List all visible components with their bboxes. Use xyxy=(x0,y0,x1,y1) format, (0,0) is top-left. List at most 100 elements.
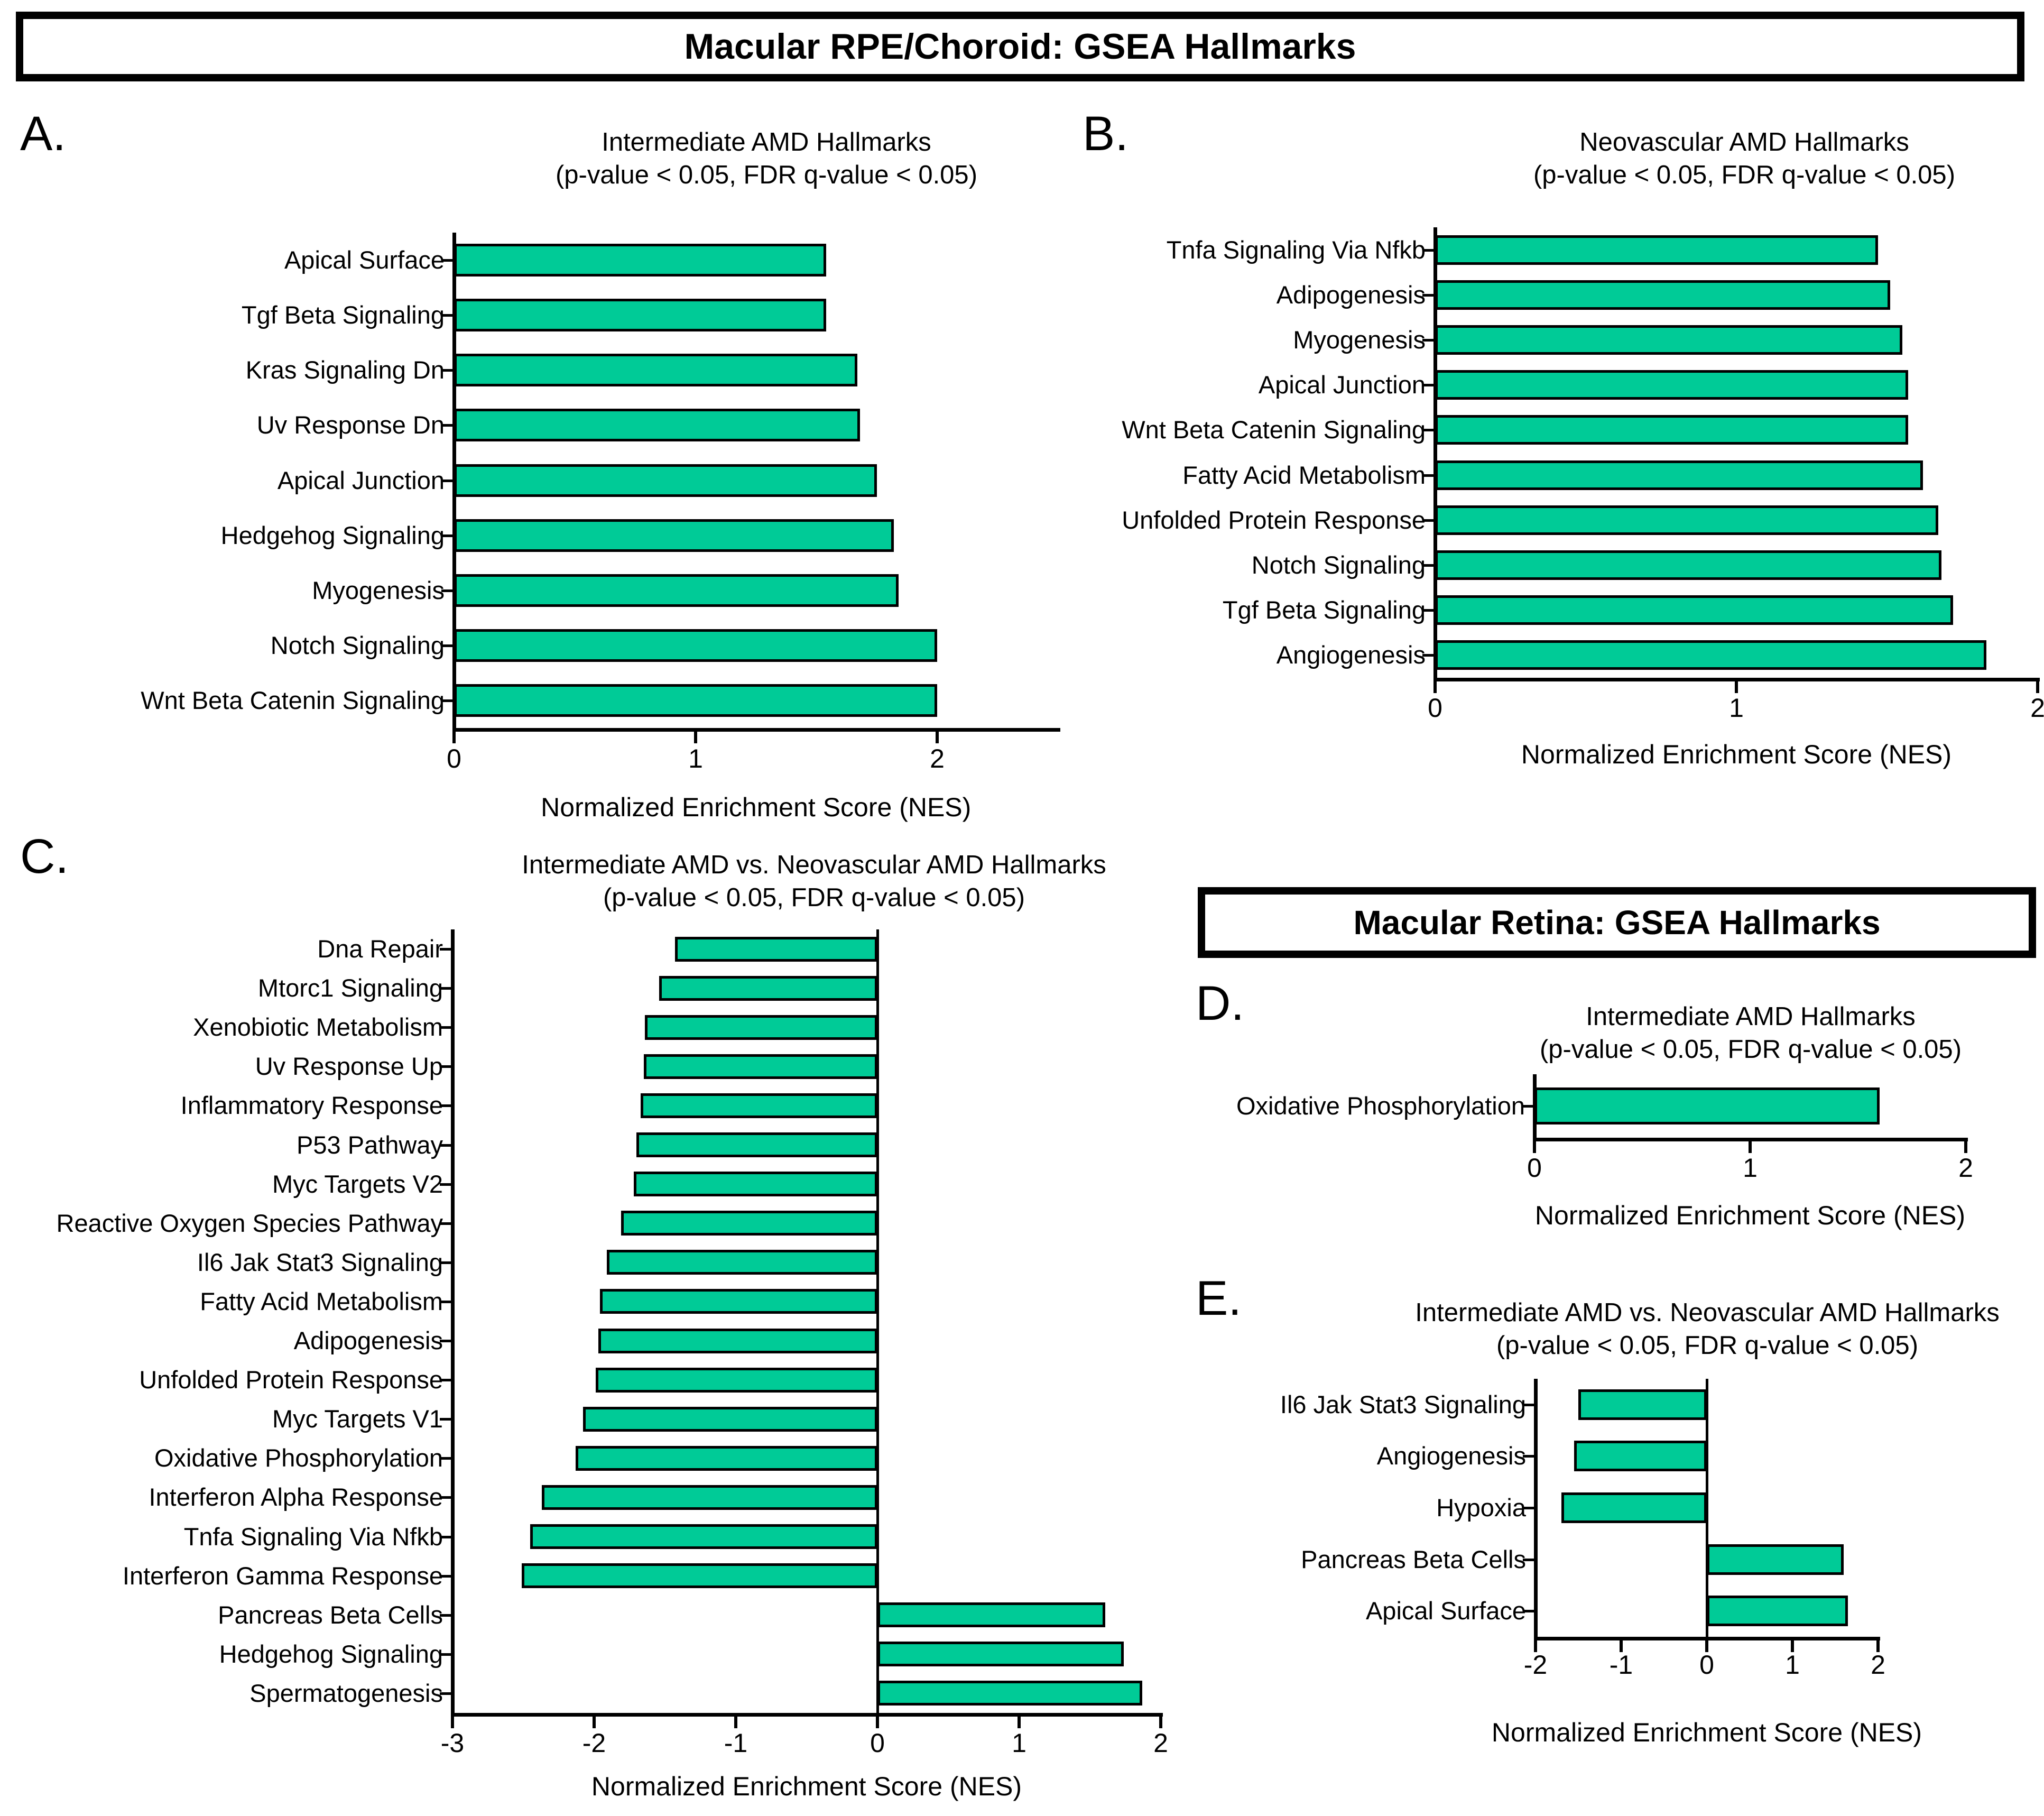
category-label: Oxidative Phosphorylation xyxy=(154,1444,443,1472)
category-label: Angiogenesis xyxy=(1276,641,1426,669)
category-label: Kras Signaling Dn xyxy=(245,356,445,384)
category-label: Xenobiotic Metabolism xyxy=(193,1013,443,1041)
x-axis xyxy=(452,728,1060,732)
category-tick xyxy=(440,1144,452,1147)
bar xyxy=(541,1485,877,1510)
category-tick xyxy=(441,314,454,317)
category-label: Mtorc1 Signaling xyxy=(257,974,443,1002)
bar xyxy=(634,1172,877,1197)
x-tick xyxy=(876,1717,879,1728)
bar xyxy=(645,1015,877,1040)
x-axis-title: Normalized Enrichment Score (NES) xyxy=(591,1772,1022,1801)
category-label: P53 Pathway xyxy=(297,1130,443,1159)
category-label: Tgf Beta Signaling xyxy=(241,301,445,329)
bar xyxy=(641,1093,877,1118)
category-tick xyxy=(440,1457,452,1460)
bar xyxy=(598,1328,877,1353)
chart-title-line1: Intermediate AMD Hallmarks xyxy=(602,128,931,156)
y-axis xyxy=(1433,227,1437,681)
bar xyxy=(1435,415,1908,445)
category-tick xyxy=(440,1535,452,1538)
category-tick xyxy=(440,1340,452,1343)
x-axis-title: Normalized Enrichment Score (NES) xyxy=(1521,740,1952,769)
category-label: Apical Surface xyxy=(284,246,445,274)
bar xyxy=(1578,1389,1707,1420)
category-tick xyxy=(441,259,454,262)
x-tick-label: 0 xyxy=(1699,1650,1714,1680)
category-label: Pancreas Beta Cells xyxy=(1301,1545,1526,1573)
category-tick xyxy=(1523,1558,1536,1561)
category-label: Uv Response Up xyxy=(255,1052,443,1081)
category-label: Hedgehog Signaling xyxy=(220,521,445,549)
category-tick xyxy=(441,369,454,372)
category-label: Notch Signaling xyxy=(1251,551,1426,579)
x-tick-label: 2 xyxy=(1153,1728,1168,1758)
x-tick-label: -1 xyxy=(1609,1650,1633,1680)
category-tick xyxy=(440,1104,452,1108)
x-tick-label: 2 xyxy=(1958,1153,1973,1183)
x-tick xyxy=(1735,681,1738,693)
x-tick-label: 0 xyxy=(1428,693,1442,723)
category-tick xyxy=(1523,1507,1536,1509)
category-tick xyxy=(440,948,452,951)
chart-title-line1: Intermediate AMD vs. Neovascular AMD Hal… xyxy=(522,851,1106,879)
bar xyxy=(1574,1441,1707,1472)
x-tick-label: 2 xyxy=(930,744,945,773)
x-tick xyxy=(694,732,697,743)
x-tick-label: 1 xyxy=(1743,1153,1758,1183)
category-label: Unfolded Protein Response xyxy=(139,1366,443,1394)
category-label: Fatty Acid Metabolism xyxy=(1182,460,1426,489)
category-tick xyxy=(440,1183,452,1186)
category-label: Tnfa Signaling Via Nfkb xyxy=(1166,235,1426,264)
x-axis xyxy=(1534,1637,1880,1640)
category-label: Spermatogenesis xyxy=(249,1679,443,1707)
chart-title-line2: (p-value < 0.05, FDR q-value < 0.05) xyxy=(603,883,1025,912)
chart-title-line2: (p-value < 0.05, FDR q-value < 0.05) xyxy=(1539,1035,1962,1064)
zero-line xyxy=(876,929,879,1713)
bar xyxy=(877,1642,1124,1667)
category-tick xyxy=(441,424,454,427)
category-tick xyxy=(440,1692,452,1695)
x-tick xyxy=(1159,1717,1162,1728)
bar xyxy=(877,1681,1143,1706)
category-label: Tnfa Signaling Via Nfkb xyxy=(183,1522,443,1551)
x-tick xyxy=(1749,1141,1752,1153)
panel-c-letter: C. xyxy=(20,829,69,883)
x-tick-label: -1 xyxy=(724,1728,748,1758)
bar xyxy=(1435,460,1923,490)
bar xyxy=(1435,595,1954,625)
category-label: Uv Response Dn xyxy=(256,411,445,439)
category-tick xyxy=(440,1379,452,1382)
panel-c-title-box: Intermediate AMD vs. Neovascular AMD Hal… xyxy=(338,849,1290,914)
bar xyxy=(1435,550,1941,580)
panel-e-letter: E. xyxy=(1196,1271,1242,1325)
category-label: Inflammatory Response xyxy=(180,1091,443,1120)
bar xyxy=(595,1367,877,1393)
category-label: Oxidative Phosphorylation xyxy=(1236,1092,1525,1120)
x-tick-label: 2 xyxy=(2030,693,2044,723)
bar xyxy=(530,1524,877,1550)
category-tick xyxy=(441,534,454,537)
bar xyxy=(621,1211,877,1236)
category-label: Wnt Beta Catenin Signaling xyxy=(1122,416,1426,444)
category-label: Interferon Alpha Response xyxy=(149,1483,443,1511)
panel-b-letter: B. xyxy=(1083,107,1129,161)
category-tick xyxy=(440,1496,452,1499)
chart-title-line1: Intermediate AMD vs. Neovascular AMD Hal… xyxy=(1415,1298,2000,1327)
bar xyxy=(1707,1596,1848,1627)
chart-title-line1: Intermediate AMD Hallmarks xyxy=(1586,1002,1916,1031)
category-tick xyxy=(1523,1610,1536,1613)
x-tick xyxy=(1876,1640,1880,1652)
x-tick-label: 0 xyxy=(870,1728,885,1758)
bar xyxy=(643,1054,877,1079)
x-tick xyxy=(2036,681,2039,693)
category-label: Adipogenesis xyxy=(293,1326,443,1355)
bar xyxy=(454,574,899,607)
category-tick xyxy=(441,644,454,647)
category-tick xyxy=(1422,429,1435,432)
x-tick xyxy=(1620,1640,1623,1652)
chart-title-line2: (p-value < 0.05, FDR q-value < 0.05) xyxy=(1533,161,1956,189)
x-axis xyxy=(1433,678,2040,681)
category-tick xyxy=(1422,564,1435,567)
x-tick-label: -2 xyxy=(582,1728,606,1758)
